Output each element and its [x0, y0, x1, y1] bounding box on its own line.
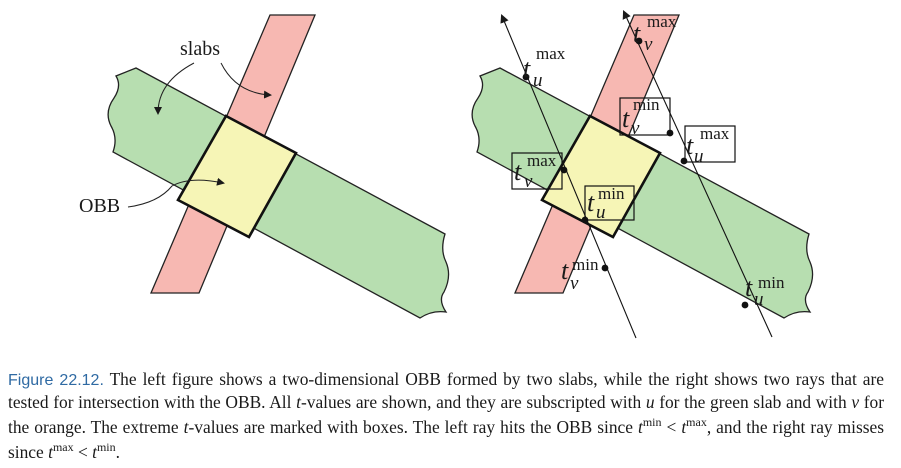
svg-text:min: min [633, 95, 660, 114]
svg-text:u: u [694, 146, 704, 167]
left-obb [176, 114, 298, 239]
slabs-arrow-orange [220, 62, 272, 99]
svg-text:min: min [758, 273, 785, 292]
label-tv-max-right: t max v [633, 12, 677, 55]
label-tv-min-left: t min v [561, 255, 599, 294]
svg-text:v: v [570, 273, 579, 294]
svg-text:t: t [587, 188, 595, 217]
svg-text:t: t [622, 104, 630, 133]
box-tv-min-right [619, 97, 671, 136]
obb-arrow [127, 177, 225, 208]
svg-text:max: max [700, 124, 730, 143]
svg-text:u: u [596, 202, 606, 223]
slabs-arrow-green [154, 62, 195, 115]
svg-text:t: t [514, 157, 522, 186]
svg-text:v: v [631, 118, 640, 139]
right-ray [622, 9, 773, 338]
left-ray [500, 13, 637, 339]
caption-label: Figure 22.12. [8, 372, 104, 389]
label-tu-max-left: t max u [523, 44, 566, 91]
obb-label: OBB [79, 195, 120, 217]
svg-text:v: v [524, 171, 533, 192]
dot-tv-min-left [601, 264, 609, 272]
right-green-slab [471, 67, 814, 319]
svg-text:t: t [745, 273, 753, 302]
box-tv-max-left [511, 152, 563, 190]
figure-svg: slabs OBB t max u [79, 9, 814, 339]
svg-text:t: t [633, 19, 641, 48]
slabs-label: slabs [180, 38, 220, 60]
dot-tu-max-right [680, 157, 688, 165]
svg-text:min: min [598, 184, 625, 203]
svg-text:u: u [533, 70, 543, 91]
caption-text: The left figure shows a two-dimensional … [8, 369, 884, 463]
right-obb [540, 114, 662, 239]
left-diagram: slabs OBB [79, 14, 450, 319]
label-tu-max-right: t max u [686, 124, 730, 167]
label-tv-min-right: t min v [622, 95, 660, 139]
svg-text:min: min [572, 255, 599, 274]
box-tu-min-left [584, 185, 635, 221]
svg-text:u: u [754, 289, 764, 310]
svg-text:max: max [647, 12, 677, 31]
svg-text:max: max [527, 151, 557, 170]
svg-text:t: t [561, 256, 569, 285]
label-tu-min-left: t min u [587, 184, 625, 223]
dot-tu-max-left [522, 73, 530, 81]
label-tu-min-right: t min u [745, 273, 785, 310]
label-tv-max-left: t max v [514, 151, 557, 192]
dot-tu-min-right [741, 301, 749, 309]
dot-tv-max-right [635, 37, 643, 45]
right-diagram: t max u t max v t min u t min v t max v … [471, 9, 814, 339]
box-tu-max-right [684, 125, 736, 163]
left-green-slab [107, 67, 450, 319]
svg-text:max: max [536, 44, 566, 63]
svg-text:t: t [686, 131, 694, 160]
svg-text:t: t [523, 54, 531, 83]
figure-caption: Figure 22.12. The left figure shows a tw… [8, 369, 884, 463]
svg-text:v: v [644, 34, 653, 55]
